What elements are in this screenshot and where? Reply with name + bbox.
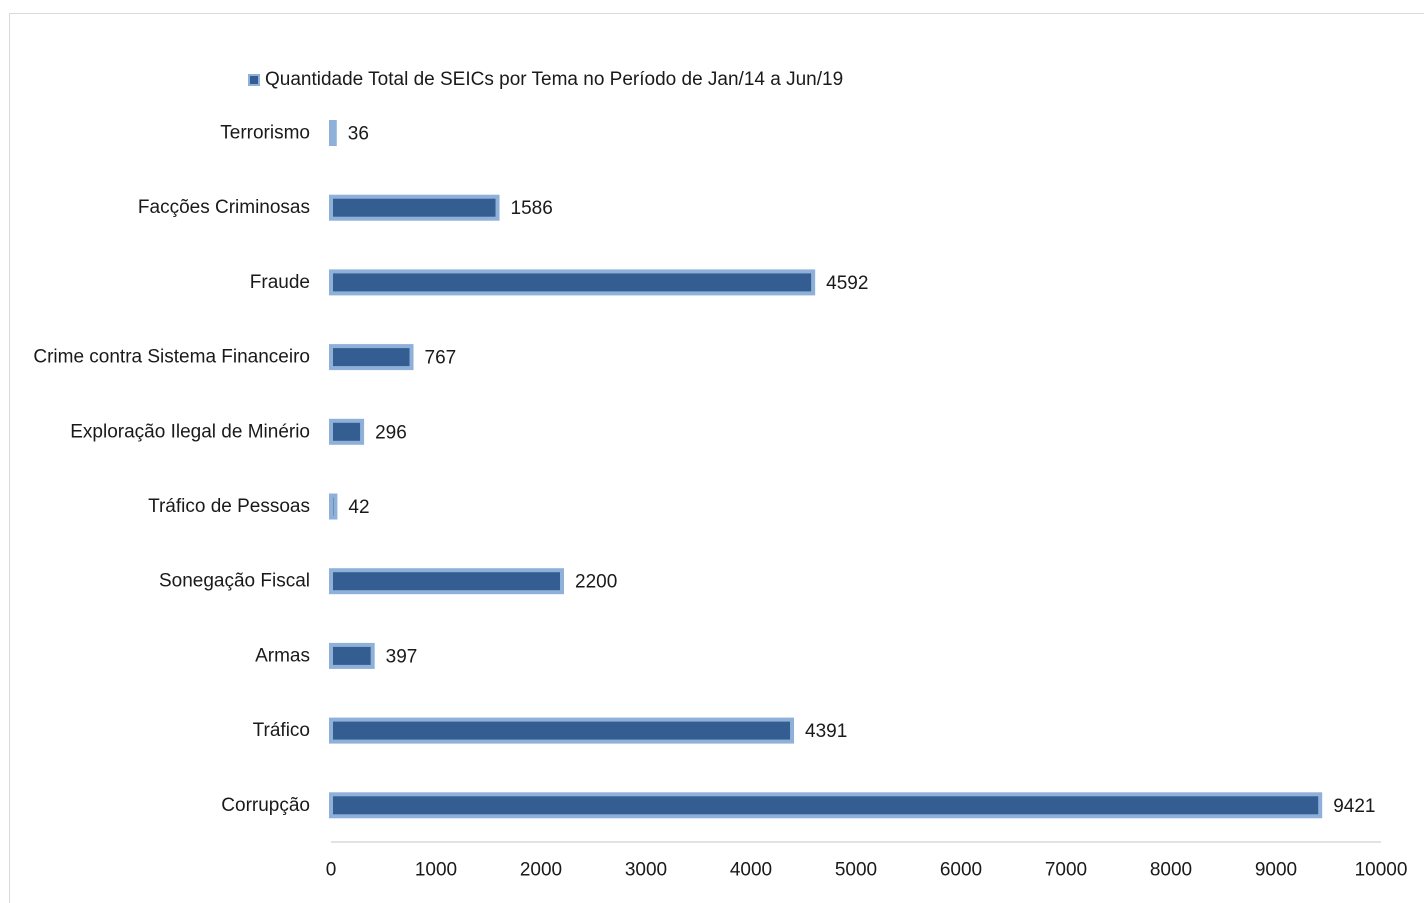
category-label: Fraude bbox=[250, 272, 310, 293]
category-label: Crime contra Sistema Financeiro bbox=[33, 347, 310, 368]
data-label: 1586 bbox=[511, 198, 553, 219]
x-tick-label: 4000 bbox=[730, 860, 772, 881]
x-tick-label: 2000 bbox=[520, 860, 562, 881]
data-label: 36 bbox=[348, 124, 369, 145]
category-label: Corrupção bbox=[221, 795, 310, 816]
data-label: 767 bbox=[425, 348, 457, 369]
data-label: 9421 bbox=[1333, 796, 1375, 817]
category-label: Exploração Ilegal de Minério bbox=[70, 421, 310, 442]
category-label: Tráfico de Pessoas bbox=[148, 496, 310, 517]
bar bbox=[329, 269, 816, 296]
category-label: Armas bbox=[255, 645, 310, 666]
bar bbox=[329, 194, 500, 221]
bar bbox=[329, 642, 375, 669]
data-label: 4391 bbox=[805, 721, 847, 742]
x-tick-label: 0 bbox=[326, 860, 337, 881]
x-tick-label: 7000 bbox=[1045, 860, 1087, 881]
category-label: Sonegação Fiscal bbox=[159, 571, 310, 592]
x-tick-label: 9000 bbox=[1255, 860, 1297, 881]
category-label: Terrorismo bbox=[220, 123, 310, 144]
bar bbox=[329, 120, 337, 146]
data-label: 42 bbox=[348, 497, 369, 518]
legend-label: Quantidade Total de SEICs por Tema no Pe… bbox=[265, 69, 844, 90]
x-tick-label: 3000 bbox=[625, 860, 667, 881]
data-label: 2200 bbox=[575, 572, 617, 593]
x-tick-label: 8000 bbox=[1150, 860, 1192, 881]
bar bbox=[329, 418, 365, 445]
x-tick-label: 6000 bbox=[940, 860, 982, 881]
x-tick-label: 10000 bbox=[1355, 860, 1408, 881]
legend: Quantidade Total de SEICs por Tema no Pe… bbox=[248, 68, 843, 92]
data-label: 4592 bbox=[826, 273, 868, 294]
bar bbox=[329, 792, 1323, 819]
data-label: 397 bbox=[386, 646, 418, 667]
data-label: 296 bbox=[375, 422, 407, 443]
bar bbox=[329, 493, 338, 520]
category-label: Tráfico bbox=[253, 720, 310, 741]
bar bbox=[329, 344, 414, 371]
x-tick-label: 5000 bbox=[835, 860, 877, 881]
bar bbox=[329, 568, 564, 595]
category-label: Facções Criminosas bbox=[138, 197, 310, 218]
x-tick-label: 1000 bbox=[415, 860, 457, 881]
chart-frame bbox=[9, 13, 1424, 903]
bar bbox=[329, 717, 795, 744]
legend-swatch bbox=[248, 74, 260, 86]
